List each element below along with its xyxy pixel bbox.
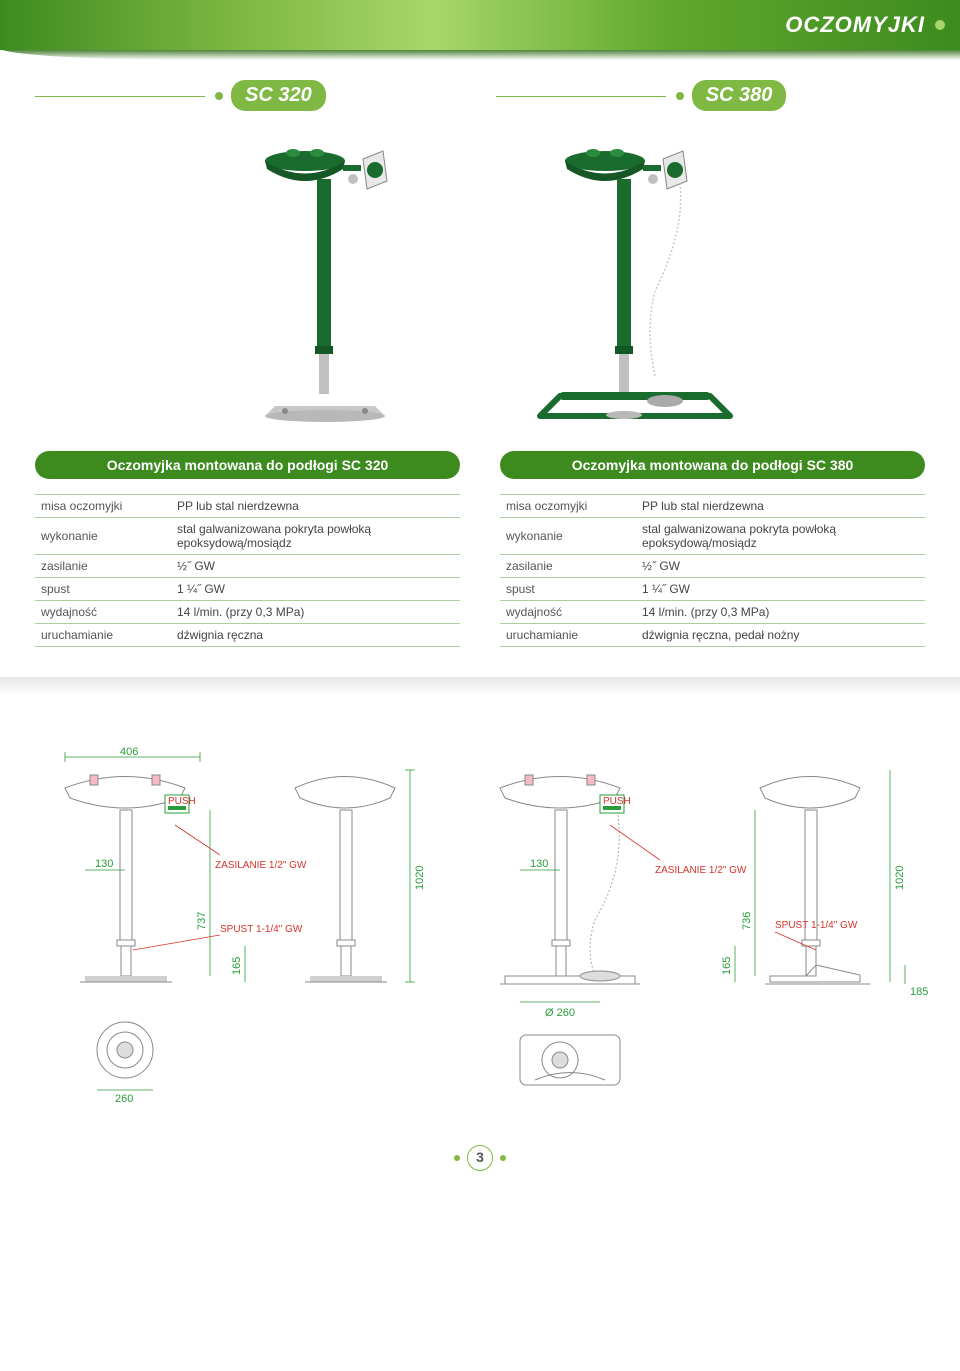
- table-row: spust1 ¼˝ GW: [35, 578, 460, 601]
- table-row: wydajność14 l/min. (przy 0,3 MPa): [35, 601, 460, 624]
- badge-container: SC 380: [676, 80, 787, 111]
- product-title-sc380: Oczomyjka montowana do podłogi SC 380: [500, 451, 925, 479]
- product-image-sc380: [505, 121, 765, 431]
- diagram-sc380: PUSH 130 ZASILANIE 1/2" GW: [480, 745, 940, 1105]
- table-row: uruchamianiedźwignia ręczna, pedał nożny: [500, 624, 925, 647]
- table-row: misa oczomyjkiPP lub stal nierdzewna: [35, 495, 460, 518]
- product-image-sc320: [195, 121, 455, 431]
- dim-label: 130: [530, 858, 548, 870]
- dim-label: 406: [120, 746, 138, 758]
- dim-label: 185: [910, 986, 928, 998]
- table-row: zasilanie½˝ GW: [500, 555, 925, 578]
- dim-label: 737: [196, 912, 208, 930]
- callout-drain: SPUST 1-1/4" GW: [220, 924, 303, 935]
- badge-container: SC 320: [215, 80, 326, 111]
- badge-dot: [676, 92, 684, 100]
- callout-supply: ZASILANIE 1/2" GW: [215, 860, 307, 871]
- table-row: wydajność14 l/min. (przy 0,3 MPa): [500, 601, 925, 624]
- badge-dot: [215, 92, 223, 100]
- badge-row: SC 320 SC 380: [35, 80, 925, 111]
- diagrams-row: 406 PUSH: [35, 745, 925, 1105]
- table-row: wykonaniestal galwanizowana pokryta powł…: [500, 518, 925, 555]
- dim-label: 165: [721, 957, 733, 975]
- footer: 3: [35, 1145, 925, 1191]
- callout-supply: ZASILANIE 1/2" GW: [655, 865, 747, 876]
- separator-fade: [0, 677, 960, 695]
- dim-label: 260: [115, 1093, 133, 1105]
- page-number: 3: [467, 1145, 493, 1171]
- dim-label: Ø 260: [545, 1007, 575, 1019]
- badge-leader-line: [35, 96, 205, 97]
- spec-table-sc320: misa oczomyjkiPP lub stal nierdzewna wyk…: [35, 494, 460, 647]
- dim-label: 1020: [894, 866, 906, 890]
- push-label: PUSH: [603, 796, 631, 807]
- push-label: PUSH: [168, 796, 196, 807]
- header-band: OCZOMYJKI: [0, 0, 960, 50]
- product-badge-sc320: SC 320: [231, 80, 326, 111]
- table-row: spust1 ¼˝ GW: [500, 578, 925, 601]
- title-bars-row: Oczomyjka montowana do podłogi SC 320 Oc…: [35, 451, 925, 479]
- diagram-sc320: 406 PUSH: [35, 745, 455, 1105]
- table-row: uruchamianiedźwignia ręczna: [35, 624, 460, 647]
- spec-tables-row: misa oczomyjkiPP lub stal nierdzewna wyk…: [35, 494, 925, 647]
- dim-label: 736: [741, 912, 753, 930]
- table-row: zasilanie½˝ GW: [35, 555, 460, 578]
- dim-label: 1020: [414, 866, 426, 890]
- dim-label: 130: [95, 858, 113, 870]
- callout-drain: SPUST 1-1/4" GW: [775, 920, 858, 931]
- product-images-row: [35, 121, 925, 431]
- spec-table-sc380: misa oczomyjkiPP lub stal nierdzewna wyk…: [500, 494, 925, 647]
- table-row: wykonaniestal galwanizowana pokryta powł…: [35, 518, 460, 555]
- product-badge-sc380: SC 380: [692, 80, 787, 111]
- category-title: OCZOMYJKI: [785, 12, 925, 38]
- table-row: misa oczomyjkiPP lub stal nierdzewna: [500, 495, 925, 518]
- badge-leader-line: [496, 96, 666, 97]
- dim-label: 165: [231, 957, 243, 975]
- product-title-sc320: Oczomyjka montowana do podłogi SC 320: [35, 451, 460, 479]
